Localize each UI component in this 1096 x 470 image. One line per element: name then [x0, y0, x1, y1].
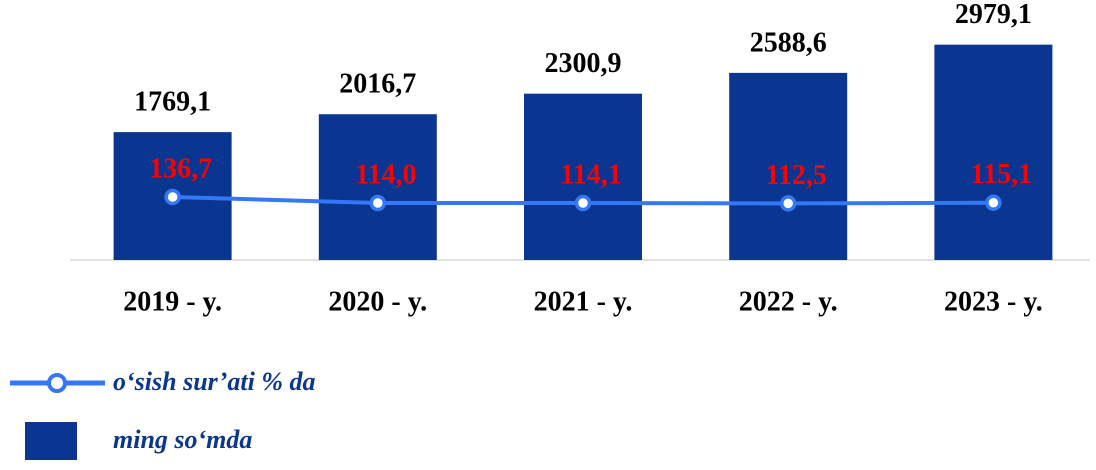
legend-label: o‘sish sur’ati % da: [113, 367, 316, 396]
x-tick-label: 2023 - y.: [944, 286, 1043, 317]
line-label: 115,1: [971, 159, 1032, 190]
line-point: [164, 188, 181, 206]
line-label: 136,7: [149, 153, 212, 184]
x-tick-label: 2020 - y.: [328, 286, 427, 317]
line-point: [779, 195, 797, 212]
line-point: [369, 194, 387, 212]
bar-label: 1769,1: [134, 87, 211, 118]
x-tick-label: 2021 - y.: [534, 286, 633, 317]
legend-label: ming so‘mda: [113, 425, 252, 454]
line-label: 114,1: [560, 159, 621, 190]
legend: o‘sish sur’ati % da ming so‘mda: [10, 367, 316, 460]
bar: [318, 114, 437, 260]
bar: [729, 72, 848, 261]
bar-label: 2979,1: [955, 0, 1032, 30]
x-tick-label: 2019 - y.: [123, 286, 222, 317]
legend-marker: [47, 373, 67, 393]
bar-label: 2016,7: [339, 69, 416, 100]
bar-label: 2588,6: [750, 27, 827, 58]
x-tick-label: 2022 - y.: [739, 286, 838, 317]
legend-swatch: [25, 422, 77, 460]
line-label: 112,5: [765, 160, 826, 191]
bar: [934, 44, 1053, 261]
line-point: [574, 194, 592, 212]
bar-label: 2300,9: [545, 48, 622, 79]
line-label: 114,0: [355, 159, 416, 190]
bar: [524, 93, 642, 261]
line-point: [985, 194, 1002, 211]
